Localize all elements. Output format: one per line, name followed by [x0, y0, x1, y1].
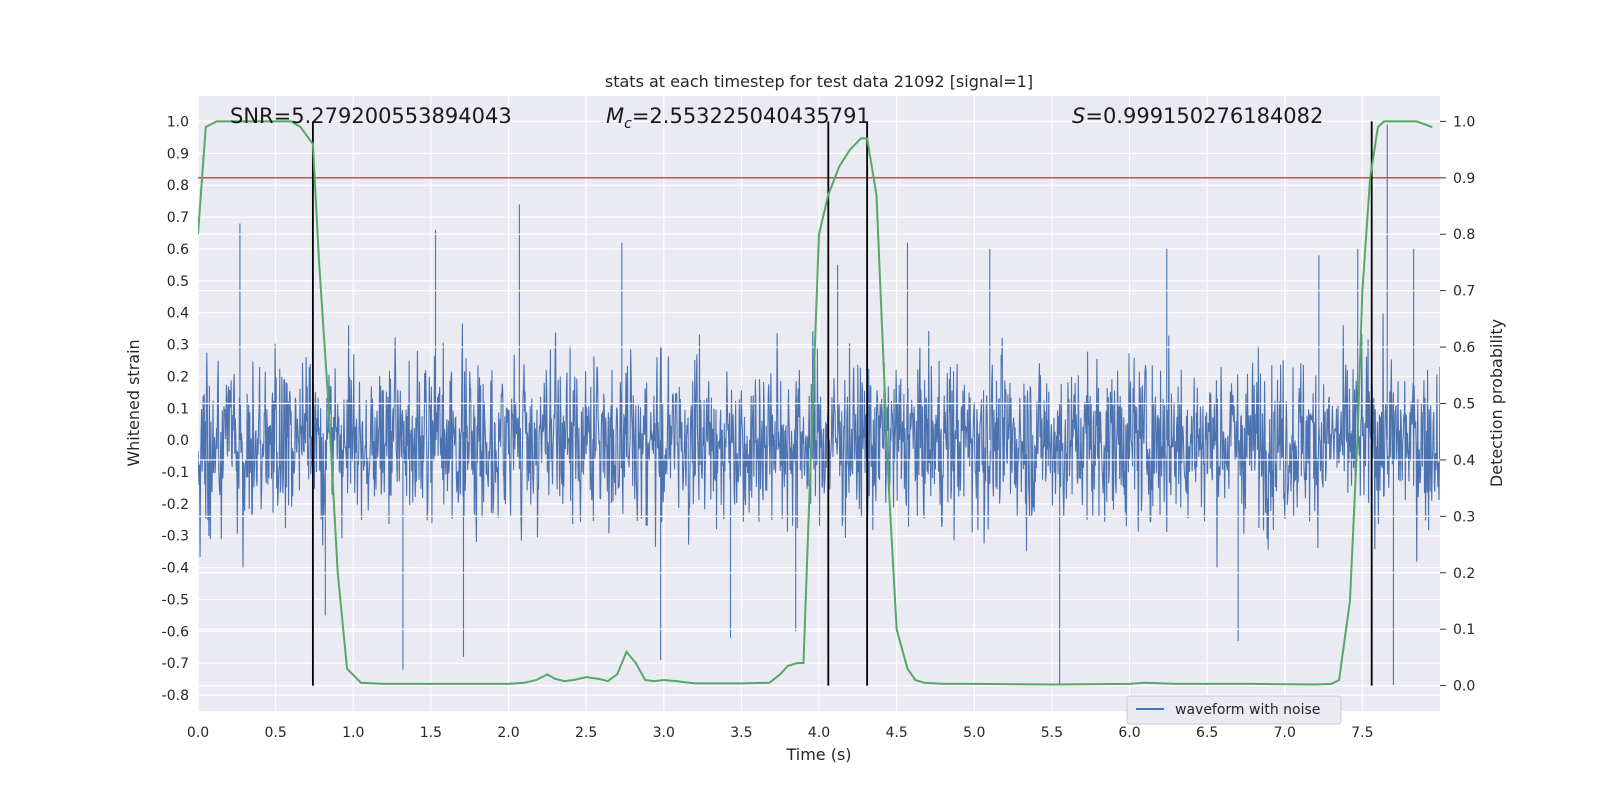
y-right-tick-label: 0.0: [1453, 679, 1475, 695]
y-right-tick-label: 0.9: [1453, 171, 1475, 187]
y-left-tick-label: -0.8: [162, 688, 189, 704]
x-tick-label: 0.5: [264, 725, 286, 741]
x-tick-label: 3.0: [653, 725, 675, 741]
y-right-tick-label: 0.4: [1453, 453, 1475, 469]
score-symbol: S: [1072, 104, 1085, 128]
y-left-tick-label: 0.2: [167, 369, 189, 385]
y-left-tick-label: -0.4: [162, 561, 189, 577]
vertical-markers: [311, 121, 1373, 686]
x-tick-label: 0.0: [187, 725, 209, 741]
x-tick-label: 5.5: [1041, 725, 1063, 741]
y-left-tick-label: -0.6: [162, 624, 189, 640]
y-left-tick-label: 0.1: [167, 401, 189, 417]
y-right-tick-label: 0.1: [1453, 622, 1475, 638]
score-annotation: S=0.999150276184082: [1072, 104, 1323, 128]
chirp-mass-subscript: c: [624, 116, 632, 132]
waveform-line: [198, 124, 1440, 686]
y-left-tick-label: 0.4: [167, 306, 189, 322]
y-right-tick-label: 0.5: [1453, 397, 1475, 413]
x-tick-label: 2.0: [497, 725, 519, 741]
y-left-tick-label: 1.0: [167, 114, 189, 130]
y-left-tick-label: -0.1: [162, 465, 189, 481]
x-tick-label: 6.5: [1196, 725, 1218, 741]
snr-annotation: SNR=5.279200553894043: [230, 104, 512, 128]
y-right-tick-label: 0.2: [1453, 566, 1475, 582]
x-tick-label: 6.0: [1118, 725, 1140, 741]
y-right-tick-label: 0.3: [1453, 509, 1475, 525]
x-tick-label: 4.5: [885, 725, 907, 741]
y-left-tick-label: -0.5: [162, 592, 189, 608]
y-left-tick-label: 0.5: [167, 274, 189, 290]
y-left-tick-label: -0.3: [162, 529, 189, 545]
x-tick-label: 1.0: [342, 725, 364, 741]
y-axis-left-ticks: -0.8 -0.7 -0.6 -0.5 -0.4 -0.3 -0.2 -0.1 0.0 0.1 0.…: [162, 114, 189, 704]
x-tick-label: 7.5: [1351, 725, 1373, 741]
legend: waveform with noise: [1126, 695, 1342, 725]
x-tick-label: 7.0: [1274, 725, 1296, 741]
y-right-tick-label: 0.8: [1453, 227, 1475, 243]
y-right-tick-label: 1.0: [1453, 114, 1475, 130]
legend-label: waveform with noise: [1175, 702, 1320, 718]
y-left-tick-label: 0.6: [167, 242, 189, 258]
y-left-tick-label: 0.8: [167, 178, 189, 194]
x-tick-label: 3.5: [730, 725, 752, 741]
y-right-tick-label: 0.7: [1453, 284, 1475, 300]
y-left-tick-label: 0.3: [167, 338, 189, 354]
legend-box: [1126, 695, 1342, 725]
y-left-tick-label: -0.2: [162, 497, 189, 513]
score-value: =0.999150276184082: [1085, 104, 1323, 128]
y-axis-right-ticks: 0.0 0.1 0.2 0.3 0.4 0.5 0.6 0.7 0.8 0.9 1.0: [1440, 114, 1475, 695]
x-tick-label: 5.0: [963, 725, 985, 741]
chirp-mass-annotation: Mc=2.553225040435791: [606, 104, 870, 132]
x-tick-label: 2.5: [575, 725, 597, 741]
y-axis-left-label: Whitened strain: [124, 339, 143, 466]
y-left-tick-label: 0.7: [167, 210, 189, 226]
x-tick-label: 1.5: [420, 725, 442, 741]
chirp-mass-symbol: M: [606, 104, 624, 128]
detection-probability-series: [198, 120, 1433, 686]
y-right-tick-label: 0.6: [1453, 340, 1475, 356]
x-tick-label: 4.0: [808, 725, 830, 741]
y-left-tick-label: 0.9: [167, 146, 189, 162]
x-axis-label: Time (s): [785, 745, 851, 764]
waveform-series: [198, 124, 1440, 686]
x-axis-ticks: 0.0 0.5 1.0 1.5 2.0 2.5 3.0 3.5 4.0 4.5 5.0 5.5 6.0 6…: [187, 725, 1374, 741]
y-left-tick-label: 0.0: [167, 433, 189, 449]
chirp-mass-value: =2.553225040435791: [632, 104, 870, 128]
detection-probability-line: [198, 120, 1433, 686]
y-left-tick-label: -0.7: [162, 656, 189, 672]
y-axis-right-label: Detection probability: [1487, 319, 1506, 487]
chart-title: stats at each timestep for test data 210…: [605, 72, 1033, 91]
